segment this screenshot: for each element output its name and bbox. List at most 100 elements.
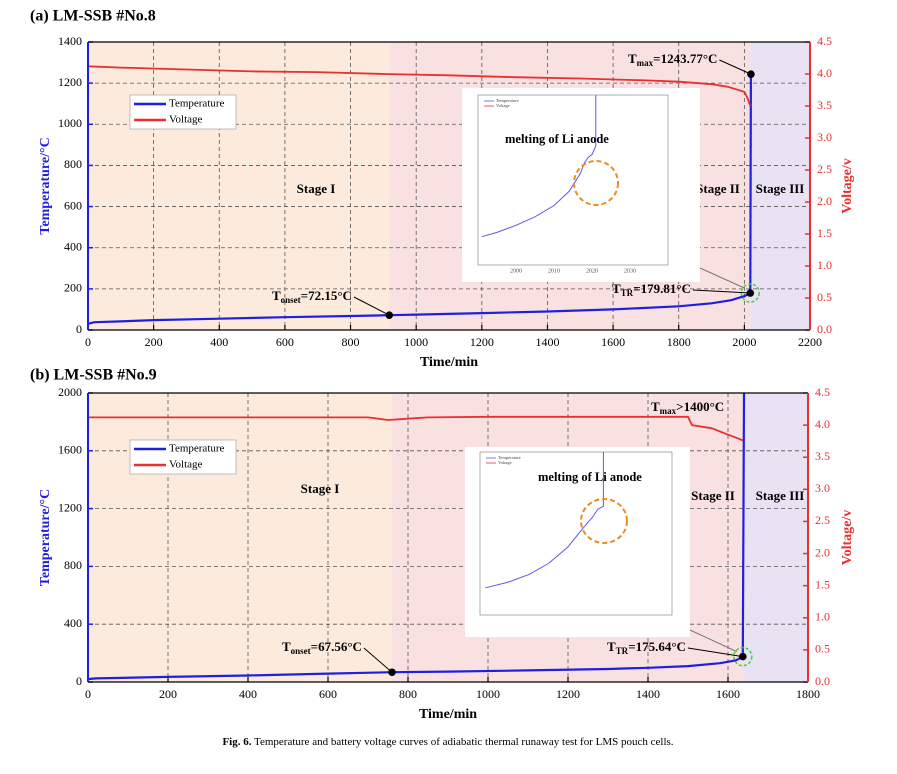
y2-tick-label: 2.5 [817,162,832,176]
y2-tick-label: 4.5 [817,34,832,48]
stage-label: Stage III [756,181,805,196]
inset-box [465,447,690,637]
y-tick-label: 1000 [58,116,82,130]
melting-circle [573,160,619,206]
y-tick-label: 800 [64,558,82,572]
inset-arrow [699,267,745,289]
annotation-part: T [272,288,281,303]
tr-circle [733,646,753,667]
y-axis-label: Temperature/°C [38,489,53,586]
series-line [88,415,744,442]
inset-box [462,88,700,282]
annotation-part: =72.15°C [301,288,352,303]
annotation-leader [363,647,393,673]
y2-tick-label: 0.0 [815,674,830,688]
y-tick-label: 1600 [58,443,82,457]
legend-box [129,94,237,130]
y-tick-label: 0 [76,674,82,688]
y-axis-label: Temperature/°C [38,137,53,234]
panel-title: (a) LM-SSB #No.8 [30,8,156,25]
x-tick-label: 1000 [476,687,500,701]
stage-region [88,42,390,330]
stage-region [742,393,808,682]
annotation-part: onset [281,295,301,305]
y2-tick-label: 3.5 [815,449,830,463]
annotation-part: T [612,281,621,296]
annotation: TTR=175.64°C [607,639,686,656]
annotation-point [747,70,755,78]
annotation-part: TR [616,646,629,656]
annotation-part: =1243.77°C [653,51,717,66]
inset-plot [479,451,673,616]
inset-tick-label: 2020 [586,268,598,274]
annotation-part: >1400°C [676,399,724,414]
annotation-leader [692,289,751,294]
stage-label: Stage II [691,488,735,503]
inset-legend-label: Voltage [496,103,510,108]
y2-tick-label: 0.5 [815,642,830,656]
y-tick-label: 2000 [58,385,82,399]
y2-tick-label: 1.5 [815,577,830,591]
x-tick-label: 1200 [556,687,580,701]
x-tick-label: 2000 [732,335,756,349]
y-tick-label: 400 [64,239,82,253]
annotation-part: T [607,639,616,654]
y2-tick-label: 0.5 [817,290,832,304]
legend-label: Temperature [169,98,225,110]
annotation-leader [719,59,752,75]
series-line [87,74,752,325]
annotation-part: max [637,58,654,68]
legend-label: Voltage [169,114,203,126]
x-tick-label: 1400 [636,687,660,701]
x-tick-label: 1600 [601,335,625,349]
legend-box [129,439,237,475]
y-tick-label: 0 [76,322,82,336]
y2-tick-label: 2.0 [815,545,830,559]
annotation: Tonset=72.15°C [272,288,352,305]
inset-tick-label: 2010 [548,268,560,274]
inset-line [481,95,597,238]
inset-line [485,452,604,589]
annotation-point [385,311,394,319]
caption-label: Fig. 6. [222,736,251,748]
y-tick-label: 1400 [58,34,82,48]
y-tick-label: 800 [64,157,82,171]
annotation-point [739,652,747,661]
y-tick-label: 600 [64,198,82,212]
y2-axis-label: Voltage/v [840,510,855,565]
annotation: Tonset=67.56°C [282,639,362,656]
y2-tick-label: 4.0 [817,66,832,80]
annotation-part: max [660,406,677,416]
x-tick-label: 0 [85,687,91,701]
annotation-part: =179.81°C [633,281,691,296]
annotation-part: T [282,639,291,654]
stage-label: Stage III [756,488,805,503]
y2-tick-label: 3.0 [815,481,830,495]
x-tick-label: 1800 [667,335,691,349]
y2-tick-label: 2.0 [817,194,832,208]
x-tick-label: 1600 [716,687,740,701]
inset-annotation: melting of Li anode [538,470,642,484]
annotation-part: T [651,399,660,414]
x-tick-label: 800 [342,335,360,349]
y-tick-label: 1200 [58,500,82,514]
annotation-part: TR [621,288,634,298]
x-tick-label: 0 [85,335,91,349]
annotation-leader [353,296,390,316]
melting-circle [580,498,628,544]
annotation-point [746,289,755,297]
x-tick-label: 600 [276,335,294,349]
y2-tick-label: 4.0 [815,417,830,431]
y-tick-label: 400 [64,616,82,630]
tr-circle [740,283,761,303]
caption: Fig. 6. Temperature and battery voltage … [222,736,673,748]
annotation-point [388,668,396,677]
y2-tick-label: 3.0 [817,130,832,144]
annotation-leader [687,647,743,658]
inset-legend-label: Temperature [496,98,519,103]
x-tick-label: 400 [210,335,228,349]
inset-tick-label: 2030 [624,268,636,274]
x-tick-label: 200 [145,335,163,349]
legend-label: Voltage [169,459,203,471]
